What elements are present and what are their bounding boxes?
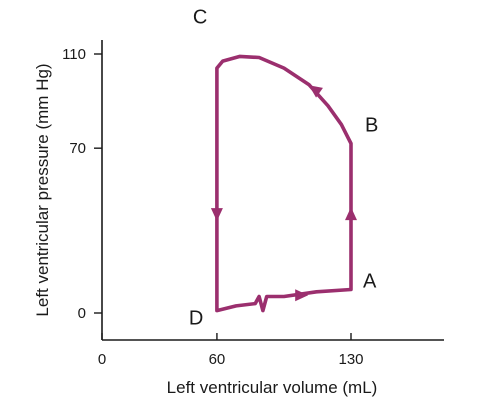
y-axis-title: Left ventricular pressure (mm Hg) xyxy=(33,63,52,316)
pressure-volume-loop xyxy=(215,54,353,313)
x-axis-ticks: 0 60 130 xyxy=(98,333,364,368)
x-tick-label: 130 xyxy=(338,351,363,368)
point-label-b: B xyxy=(365,115,378,137)
arrowhead-down xyxy=(210,208,223,222)
x-tick-label: 60 xyxy=(209,351,226,368)
arrowhead-up-left xyxy=(308,85,323,98)
point-label-d: D xyxy=(189,308,203,330)
point-label-c: C xyxy=(193,6,207,28)
direction-arrows xyxy=(210,85,357,302)
x-tick-label: 0 xyxy=(98,351,106,368)
point-label-a: A xyxy=(363,271,377,293)
point-labels: A B C D xyxy=(189,6,378,329)
x-axis-title: Left ventricular volume (mL) xyxy=(167,378,378,397)
y-axis-ticks: 0 70 110 xyxy=(62,46,102,322)
y-tick-label: 70 xyxy=(69,140,86,157)
y-tick-label: 110 xyxy=(62,46,86,63)
y-tick-label: 0 xyxy=(78,305,86,322)
arrowhead-up xyxy=(345,207,357,221)
arrowhead-right xyxy=(295,289,309,302)
